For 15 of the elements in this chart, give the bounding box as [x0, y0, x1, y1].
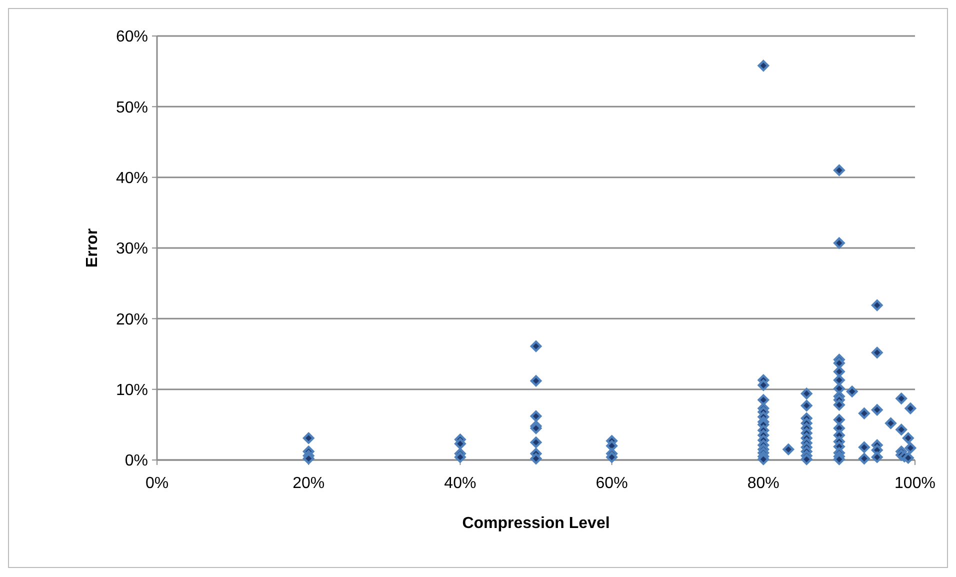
y-tick-label: 40% — [116, 170, 148, 187]
y-axis-title: Error — [84, 228, 101, 268]
x-tick-label: 40% — [444, 475, 476, 492]
y-tick-label: 60% — [116, 28, 148, 46]
x-tick-label: 80% — [747, 475, 780, 492]
x-tick-label: 60% — [596, 475, 628, 492]
x-tick-label: 0% — [145, 475, 169, 492]
y-tick-label: 20% — [116, 311, 148, 328]
y-tick-label: 10% — [116, 382, 148, 399]
y-tick-label: 30% — [116, 240, 148, 258]
y-tick-label: 0% — [124, 452, 148, 470]
x-tick-label: 20% — [292, 475, 325, 492]
x-axis-title: Compression Level — [462, 515, 610, 532]
y-tick-label: 50% — [116, 99, 148, 116]
x-tick-label: 100% — [894, 475, 936, 492]
